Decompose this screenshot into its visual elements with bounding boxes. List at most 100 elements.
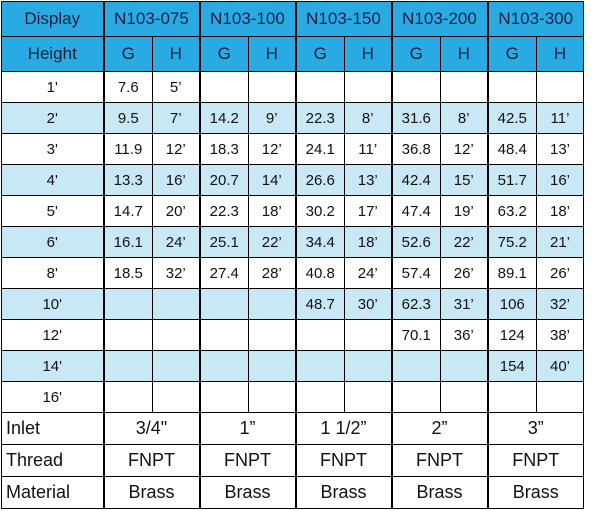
value-cell: [440, 381, 488, 413]
footer-value: Brass: [198, 476, 296, 509]
table-row: 1' 7.6 5’: [1, 71, 584, 103]
value-cell: 57.4: [390, 257, 441, 289]
header-label: Height: [1, 36, 104, 72]
value-cell: 9’: [248, 102, 296, 134]
value-cell: [198, 381, 249, 413]
footer-value: Brass: [486, 476, 584, 509]
value-cell: [294, 350, 345, 382]
value-cell: 14’: [248, 164, 296, 196]
height-cell: 14': [1, 350, 104, 382]
height-cell: 12': [1, 319, 104, 351]
value-cell: 42.5: [486, 102, 537, 134]
value-cell: 12’: [440, 133, 488, 165]
value-cell: [248, 288, 296, 320]
value-cell: 106: [486, 288, 537, 320]
value-cell: 25.1: [198, 226, 249, 258]
footer-value: FNPT: [390, 444, 488, 477]
value-cell: 20.7: [198, 164, 249, 196]
table-row: 3' 11.9 12’ 18.3 12’ 24.1 11’ 36.8 12’ 48.4 13’: [1, 133, 584, 165]
value-cell: 8’: [344, 102, 392, 134]
value-cell: [198, 350, 249, 382]
model-name: N103-200: [390, 1, 488, 37]
height-cell: 2': [1, 102, 104, 134]
value-cell: [294, 381, 345, 413]
value-cell: 51.7: [486, 164, 537, 196]
value-cell: 12’: [248, 133, 296, 165]
value-cell: [440, 350, 488, 382]
footer-label: Material: [1, 476, 104, 509]
footer-value: Brass: [102, 476, 200, 509]
value-cell: 48.4: [486, 133, 537, 165]
value-cell: 17’: [344, 195, 392, 227]
value-cell: 70.1: [390, 319, 441, 351]
value-cell: 36.8: [390, 133, 441, 165]
column-header: H: [344, 36, 392, 72]
value-cell: 30’: [344, 288, 392, 320]
value-cell: 18’: [248, 195, 296, 227]
value-cell: 52.6: [390, 226, 441, 258]
value-cell: 32’: [536, 288, 584, 320]
value-cell: 28’: [248, 257, 296, 289]
column-header: H: [248, 36, 296, 72]
column-header: G: [294, 36, 345, 72]
column-header: H: [536, 36, 584, 72]
value-cell: 13.3: [102, 164, 153, 196]
column-header: G: [486, 36, 537, 72]
value-cell: 14.7: [102, 195, 153, 227]
footer-value: 2”: [390, 412, 488, 445]
value-cell: [248, 381, 296, 413]
value-cell: [294, 71, 345, 103]
height-cell: 3': [1, 133, 104, 165]
value-cell: 32’: [152, 257, 200, 289]
value-cell: 13’: [344, 164, 392, 196]
table-row: 14' 154 40’: [1, 350, 584, 382]
value-cell: 13’: [536, 133, 584, 165]
value-cell: 24’: [344, 257, 392, 289]
table-row: 16': [1, 381, 584, 413]
column-header: G: [102, 36, 153, 72]
value-cell: [486, 381, 537, 413]
value-cell: 24.1: [294, 133, 345, 165]
value-cell: 8’: [440, 102, 488, 134]
value-cell: [198, 319, 249, 351]
value-cell: [102, 288, 153, 320]
value-cell: 16’: [152, 164, 200, 196]
value-cell: [344, 350, 392, 382]
column-header: G: [198, 36, 249, 72]
footer-value: Brass: [390, 476, 488, 509]
value-cell: 11’: [344, 133, 392, 165]
value-cell: [536, 71, 584, 103]
value-cell: 18’: [344, 226, 392, 258]
footer-value: 1 1/2”: [294, 412, 392, 445]
value-cell: 89.1: [486, 257, 537, 289]
value-cell: [152, 288, 200, 320]
value-cell: 7.6: [102, 71, 153, 103]
value-cell: 31’: [440, 288, 488, 320]
footer-label: Thread: [1, 444, 104, 477]
value-cell: [440, 71, 488, 103]
value-cell: 18’: [536, 195, 584, 227]
value-cell: [152, 319, 200, 351]
value-cell: [390, 71, 441, 103]
value-cell: [248, 71, 296, 103]
value-cell: [152, 381, 200, 413]
value-cell: [102, 319, 153, 351]
value-cell: 20’: [152, 195, 200, 227]
value-cell: 18.3: [198, 133, 249, 165]
spec-table: Display N103-075 N103-100 N103-150 N103-200 N…: [1, 1, 584, 509]
value-cell: 16.1: [102, 226, 153, 258]
value-cell: 48.7: [294, 288, 345, 320]
column-header: H: [440, 36, 488, 72]
footer-value: 1”: [198, 412, 296, 445]
value-cell: [390, 350, 441, 382]
value-cell: [198, 71, 249, 103]
model-name: N103-150: [294, 1, 392, 37]
value-cell: [152, 350, 200, 382]
column-header: H: [152, 36, 200, 72]
model-name: N103-075: [102, 1, 200, 37]
height-cell: 6': [1, 226, 104, 258]
value-cell: [344, 71, 392, 103]
height-cell: 16': [1, 381, 104, 413]
value-cell: [102, 381, 153, 413]
